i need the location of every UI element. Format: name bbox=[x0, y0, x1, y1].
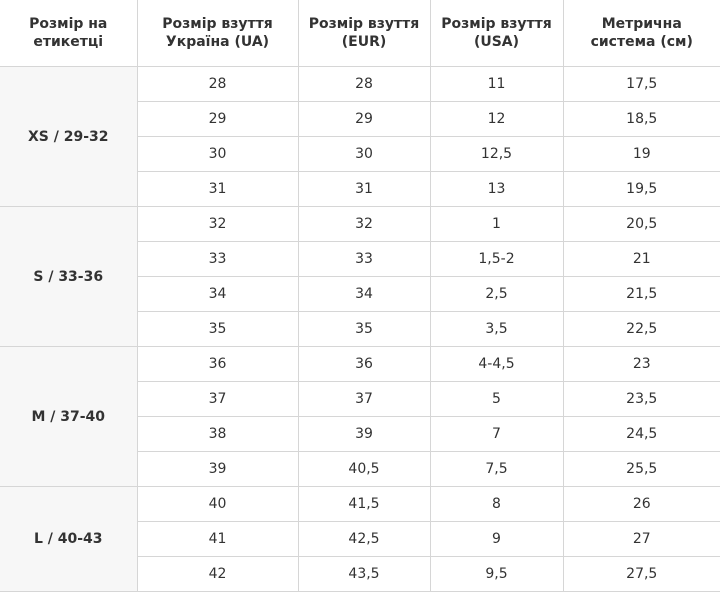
size-cell: 39 bbox=[297, 416, 431, 452]
size-cell: 23 bbox=[562, 346, 720, 382]
size-cell: 34 bbox=[297, 276, 431, 312]
size-cell: 34 bbox=[136, 276, 299, 312]
size-cell: 42,5 bbox=[297, 521, 431, 557]
size-cell: 33 bbox=[136, 241, 299, 277]
size-cell: 40,5 bbox=[297, 451, 431, 487]
size-cell: 17,5 bbox=[562, 66, 720, 102]
size-cell: 36 bbox=[136, 346, 299, 382]
size-cell: 24,5 bbox=[562, 416, 720, 452]
size-label: XS / 29-32 bbox=[0, 66, 138, 207]
table-row: L / 40-43 40 41,5 8 26 bbox=[0, 486, 720, 592]
size-cell: 27,5 bbox=[562, 556, 720, 592]
table-row: XS / 29-32 28 28 11 17,5 bbox=[0, 66, 720, 207]
size-cell: 30 bbox=[297, 136, 431, 172]
size-cell: 25,5 bbox=[562, 451, 720, 487]
table-row: 41 42,5 9 27 bbox=[0, 521, 720, 557]
size-cell: 22,5 bbox=[562, 311, 720, 347]
size-cell: 19 bbox=[562, 136, 720, 172]
header-cell: Розмір взуття (USA) bbox=[429, 0, 564, 67]
size-cell: 39 bbox=[136, 451, 299, 487]
size-cell: 33 bbox=[297, 241, 431, 277]
table-row: M / 37-40 36 36 4-4,5 23 bbox=[0, 346, 720, 487]
size-cell: 26 bbox=[562, 486, 720, 522]
table-row: 38 39 7 24,5 bbox=[0, 416, 720, 452]
size-cell: 37 bbox=[136, 381, 299, 417]
size-cell: 5 bbox=[429, 381, 564, 417]
size-cell: 21 bbox=[562, 241, 720, 277]
size-cell: 40 bbox=[136, 486, 299, 522]
size-cell: 31 bbox=[136, 171, 299, 207]
size-cell: 1,5-2 bbox=[429, 241, 564, 277]
size-cell: 41 bbox=[136, 521, 299, 557]
size-cell: 28 bbox=[136, 66, 299, 102]
table-row: S / 33-36 32 32 1 20,5 bbox=[0, 206, 720, 347]
size-cell: 3,5 bbox=[429, 311, 564, 347]
table-row: 42 43,5 9,5 27,5 bbox=[0, 556, 720, 592]
header-cell: Розмір на етикетці bbox=[0, 0, 138, 67]
size-cell: 31 bbox=[297, 171, 431, 207]
size-cell: 35 bbox=[136, 311, 299, 347]
size-cell: 32 bbox=[297, 206, 431, 242]
size-label: L / 40-43 bbox=[0, 486, 138, 592]
size-cell: 28 bbox=[297, 66, 431, 102]
size-cell: 37 bbox=[297, 381, 431, 417]
size-label: S / 33-36 bbox=[0, 206, 138, 347]
header-cell: Розмір взуття (EUR) bbox=[297, 0, 431, 67]
header-cell: Розмір взуття Україна (UA) bbox=[136, 0, 299, 67]
size-cell: 13 bbox=[429, 171, 564, 207]
size-cell: 27 bbox=[562, 521, 720, 557]
table-row: 34 34 2,5 21,5 bbox=[0, 276, 720, 312]
size-cell: 8 bbox=[429, 486, 564, 522]
header-row: Розмір на етикетці Розмір взуття Україна … bbox=[0, 0, 720, 67]
size-label: M / 37-40 bbox=[0, 346, 138, 487]
size-cell: 12,5 bbox=[429, 136, 564, 172]
table-row: 33 33 1,5-2 21 bbox=[0, 241, 720, 277]
size-cell: 11 bbox=[429, 66, 564, 102]
size-cell: 9 bbox=[429, 521, 564, 557]
size-cell: 35 bbox=[297, 311, 431, 347]
size-cell: 20,5 bbox=[562, 206, 720, 242]
size-cell: 30 bbox=[136, 136, 299, 172]
size-cell: 7 bbox=[429, 416, 564, 452]
size-cell: 29 bbox=[297, 101, 431, 137]
table-row: 37 37 5 23,5 bbox=[0, 381, 720, 417]
table-row: 29 29 12 18,5 bbox=[0, 101, 720, 137]
size-cell: 36 bbox=[297, 346, 431, 382]
size-cell: 43,5 bbox=[297, 556, 431, 592]
header-cell: Метрична система (см) bbox=[562, 0, 720, 67]
size-cell: 2,5 bbox=[429, 276, 564, 312]
size-cell: 18,5 bbox=[562, 101, 720, 137]
size-cell: 32 bbox=[136, 206, 299, 242]
size-cell: 1 bbox=[429, 206, 564, 242]
size-cell: 29 bbox=[136, 101, 299, 137]
size-cell: 21,5 bbox=[562, 276, 720, 312]
size-cell: 38 bbox=[136, 416, 299, 452]
size-cell: 12 bbox=[429, 101, 564, 137]
size-cell: 41,5 bbox=[297, 486, 431, 522]
size-cell: 23,5 bbox=[562, 381, 720, 417]
size-cell: 4-4,5 bbox=[429, 346, 564, 382]
table-body: XS / 29-32 28 28 11 17,5 29 29 12 18,5 30 30 12,5 19… bbox=[0, 66, 720, 592]
size-cell: 19,5 bbox=[562, 171, 720, 207]
size-cell: 9,5 bbox=[429, 556, 564, 592]
size-cell: 42 bbox=[136, 556, 299, 592]
size-cell: 7,5 bbox=[429, 451, 564, 487]
